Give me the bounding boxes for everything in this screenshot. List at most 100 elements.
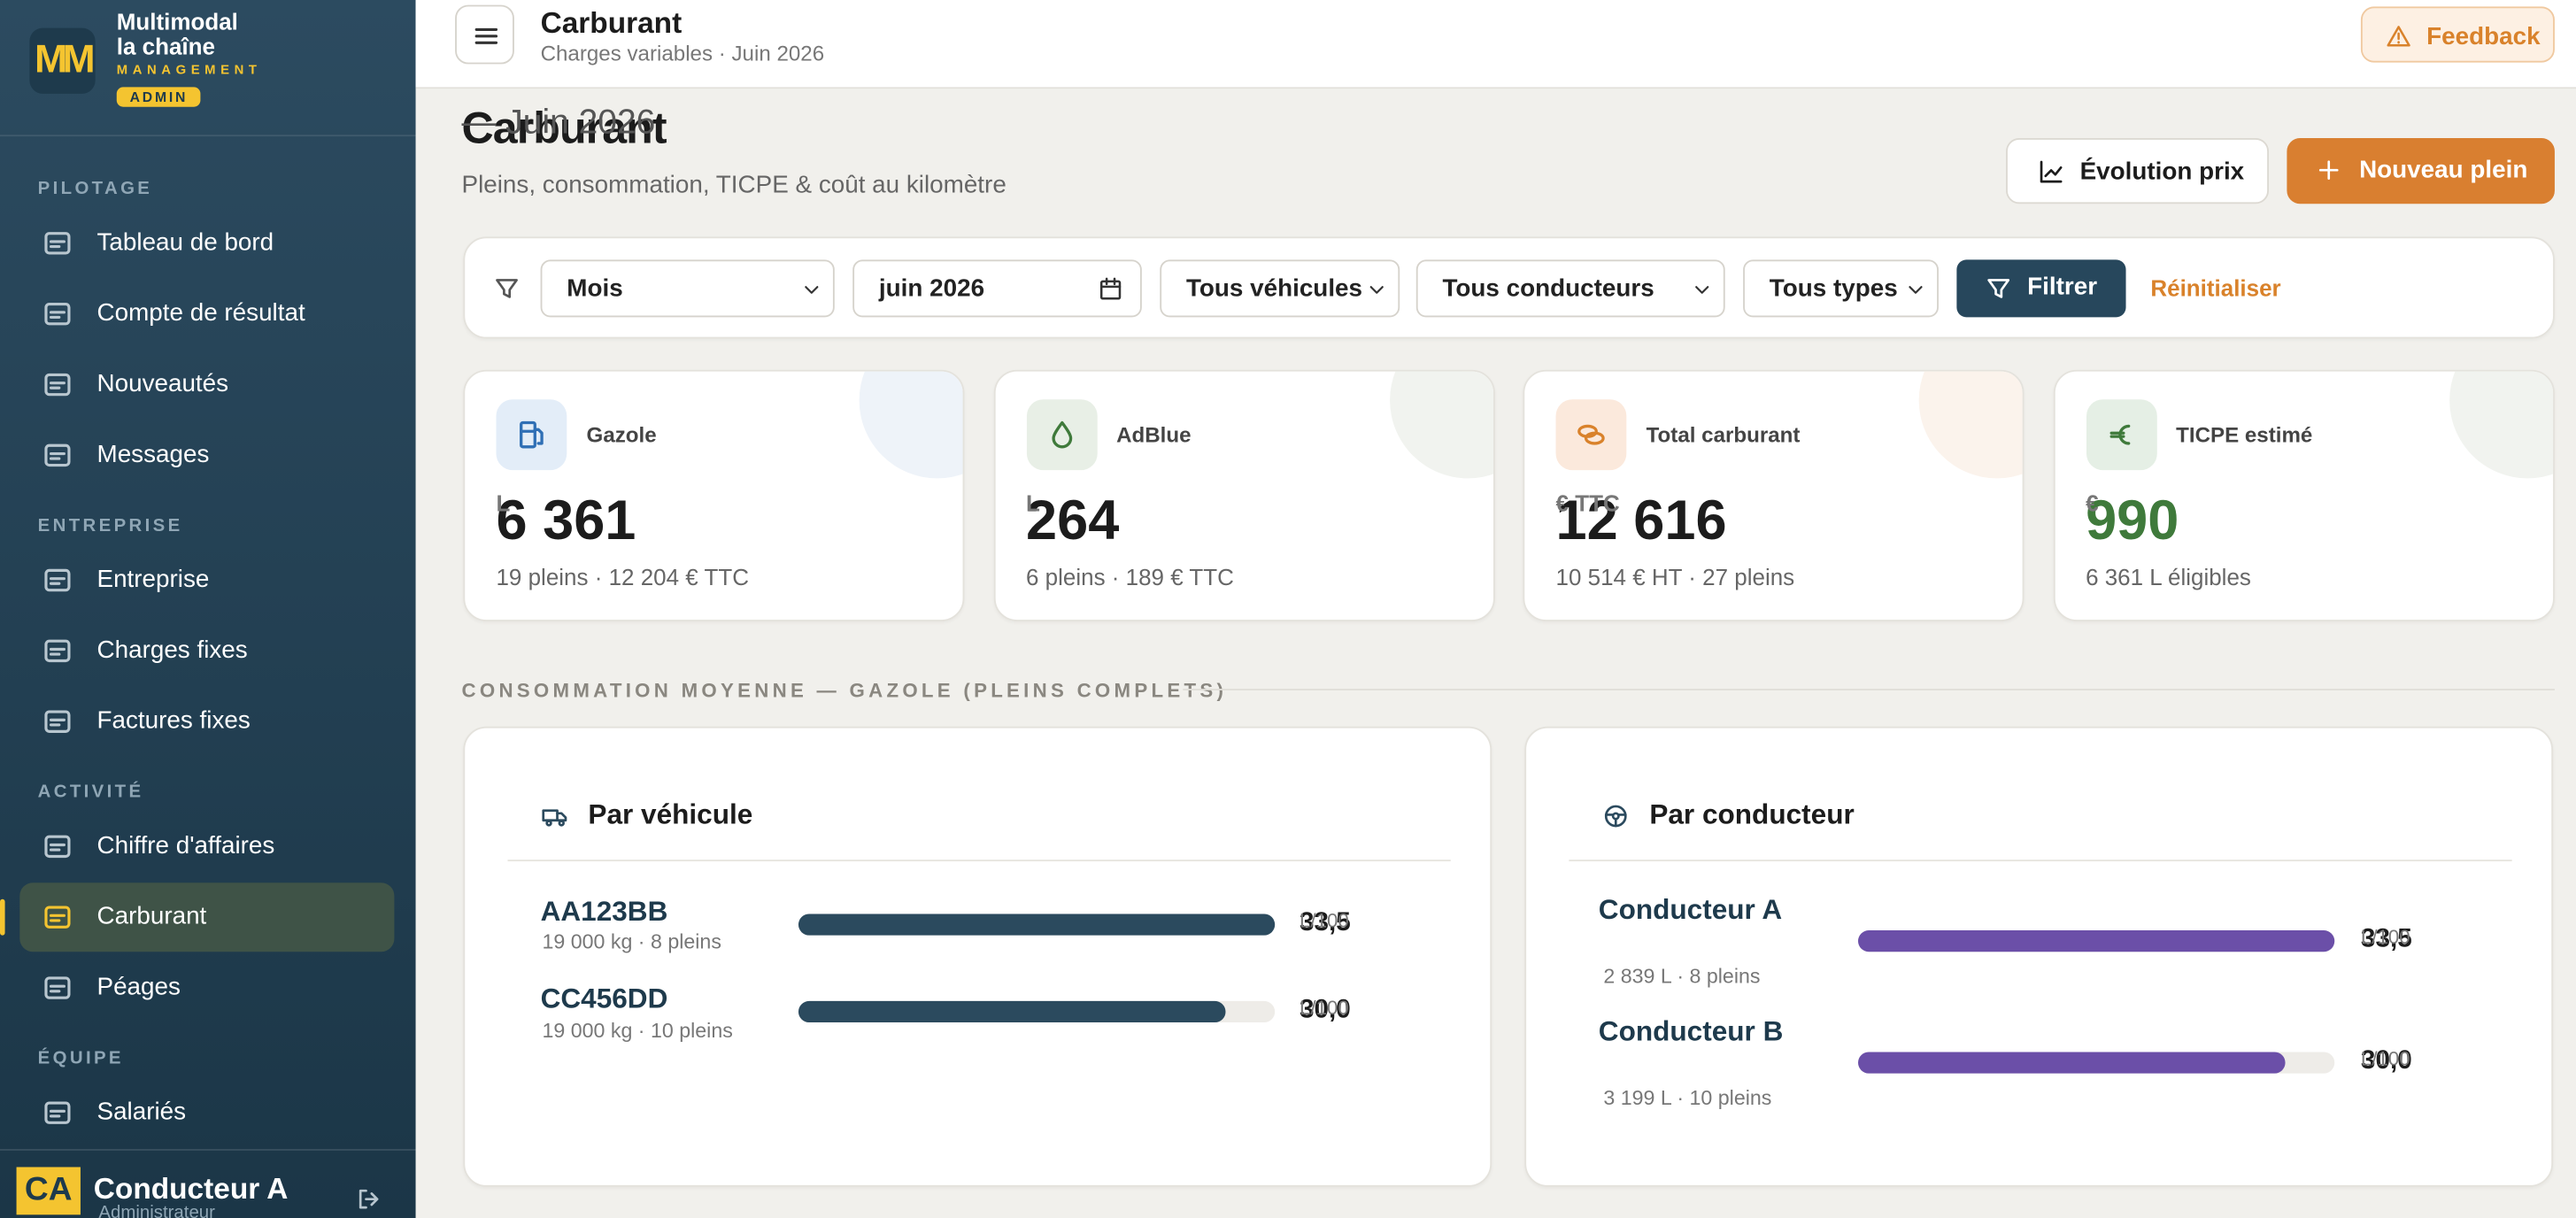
button-label: Nouveau plein [2359,156,2528,184]
icon [800,278,823,301]
filter-select[interactable]: juin 2026 [852,259,1142,318]
bar-track [1858,1052,2335,1074]
nav-label: Carburant [96,902,207,931]
kpi-value: 12 616 [1555,490,1727,552]
row-name: Conducteur A [1598,894,1783,926]
filter-select[interactable]: Tous types [1743,259,1939,318]
kpi-icon [1555,399,1627,471]
user-role: Administrateur [98,1203,215,1218]
row-detail: 19 000 kg · 8 pleins [542,930,721,954]
nav-item[interactable]: Salariés [19,1078,394,1147]
icon [2103,418,2138,452]
filter-value: juin 2026 [878,274,985,303]
kpi-detail: 10 514 € HT · 27 pleins [1555,563,1795,590]
panel-rule [507,860,1451,862]
kpi-value: 6 361 [496,490,636,552]
bar-track [1858,930,2335,952]
kpi-detail: 6 pleins · 189 € TTC [1026,563,1234,590]
kpi-icon [2086,399,2156,471]
filter-select[interactable]: Mois [540,259,835,318]
value-label: 30,0 [2360,1046,2412,1075]
reset-link[interactable]: Réinitialiser [2150,274,2281,301]
button-label: Évolution prix [2079,158,2245,186]
row-detail: 3 199 L · 10 pleins [1603,1086,1772,1110]
icon [1691,278,1714,301]
kpi-unit: € TTC [1555,490,1620,517]
icon [1904,278,1927,301]
page-description: Pleins, consommation, TICPE & coût au ki… [461,171,1006,199]
section-title: CONSOMMATION MOYENNE — GAZOLE (PLEINS CO… [461,678,1228,702]
kpi-icon [1026,399,1097,471]
brand-line: Multimodal [116,8,238,35]
nav-item[interactable]: Messages [19,420,394,490]
nav-item[interactable]: Nouveautés [19,351,394,420]
feedback-button[interactable]: Feedback [2360,6,2555,63]
bar-track [798,1000,1276,1023]
kpi-card: TICPE estimé 990 €6 361 L éligibles [2052,369,2554,621]
nav-item[interactable]: Compte de résultat [19,280,394,349]
kpi-label: Gazole [586,422,657,448]
icon [470,19,503,52]
logo: MM [29,27,96,94]
row-name: Conducteur B [1598,1015,1784,1047]
icon [41,227,73,259]
filter-select[interactable]: Tous conducteurs [1415,259,1725,318]
nav-item[interactable]: Charges fixes [19,616,394,685]
divider [0,1149,416,1151]
button[interactable]: Évolution prix [2006,137,2269,204]
nav-section-title: ÉQUIPE [37,1048,124,1069]
nav-label: Nouveautés [96,369,229,398]
kpi-value: 990 [2086,490,2179,552]
icon [41,368,73,401]
icon [41,830,73,863]
nav-label: Messages [96,440,210,469]
value-label: 30,0 [1300,996,1351,1024]
nav-section-title: ENTREPRISE [37,516,183,536]
row-detail: 19 000 kg · 10 pleins [542,1019,733,1043]
row-name: CC456DD [540,983,668,1014]
row-detail: 2 839 L · 8 pleins [1603,965,1761,989]
nav-item[interactable]: Factures fixes [19,687,394,756]
nav-label: Péages [96,973,181,1001]
icon [41,971,73,1004]
brand-line: la chaîne [116,33,215,59]
menu-button[interactable] [455,4,514,65]
kpi-icon [496,399,567,471]
filter-button[interactable]: Filtrer [1956,259,2126,318]
decoration [2449,371,2553,479]
icon[interactable] [355,1185,383,1214]
section-rule [1183,689,2555,690]
bar [1858,930,2335,952]
kpi-unit: L [1026,490,1040,517]
filter-value: Tous conducteurs [1442,274,1654,303]
icon [1602,802,1631,830]
value-label: 33,5 [2360,925,2412,954]
nav-item[interactable]: Péages [19,953,394,1022]
nav-label: Chiffre d'affaires [96,831,275,860]
brand-tag: MANAGEMENT [116,62,262,78]
bar [798,914,1276,936]
nav-label: Entreprise [96,565,210,594]
value-unit: L/100 [1300,996,1349,1020]
feedback-label: Feedback [2426,22,2541,51]
icon [41,635,73,667]
nav-label: Salariés [96,1098,187,1127]
user-name: Conducteur A [93,1172,289,1206]
avatar: CA [16,1167,81,1215]
value-unit: L/100 [1300,908,1349,932]
nav-item[interactable]: Tableau de bord [19,209,394,278]
kpi-unit: € [2086,490,2099,517]
icon [41,297,73,330]
kpi-card: Total carburant 12 616 € TTC 10 514 € HT · … [1523,369,2025,621]
button[interactable]: Nouveau plein [2287,137,2555,204]
nav-item[interactable]: Chiffre d'affaires [19,812,394,881]
decoration [1389,371,1493,479]
nav-item[interactable]: Entreprise [19,546,394,615]
icon [1365,278,1388,301]
nav-item[interactable]: Carburant [0,883,395,952]
filter-select[interactable]: Tous véhicules [1160,259,1400,318]
icon [41,901,73,934]
filter-value: Tous types [1769,274,1898,303]
divider [0,135,416,137]
